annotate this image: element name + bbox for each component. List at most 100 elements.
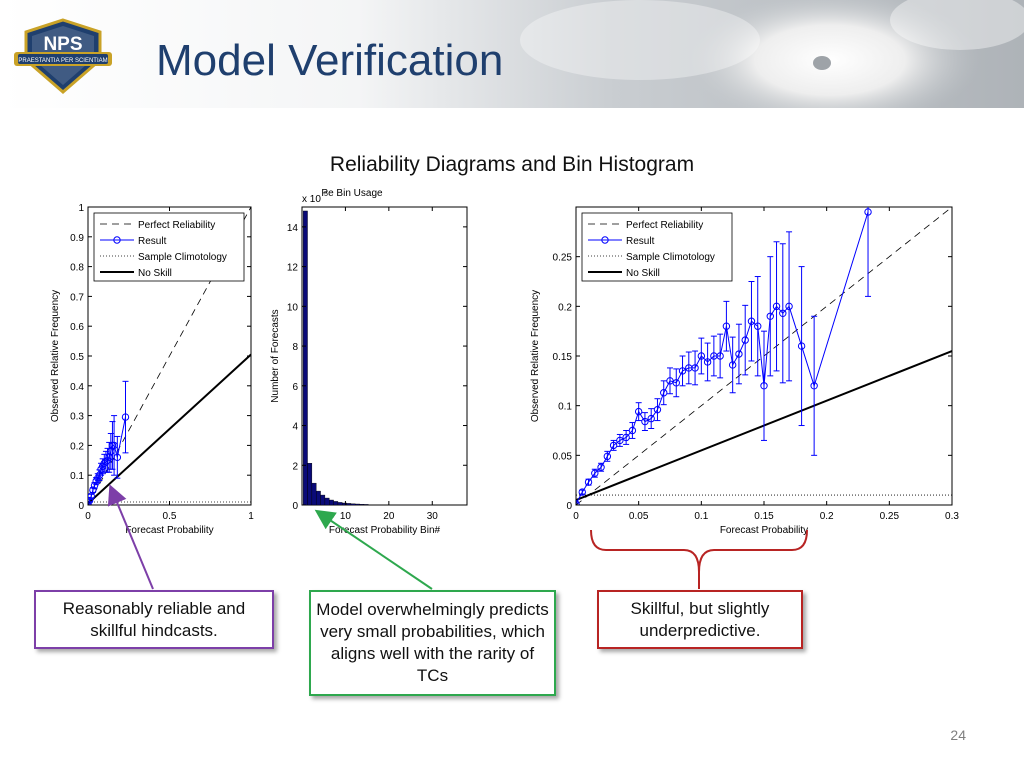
- callout-arrow-left: [107, 484, 154, 590]
- legend-entry: Result: [138, 236, 167, 247]
- y-tick-label: 0.4: [70, 382, 84, 393]
- result-point: [121, 413, 130, 421]
- histogram-bar: [337, 502, 343, 506]
- histogram-bar: [350, 503, 356, 506]
- slide-title: Model Verification: [156, 36, 504, 85]
- x-tick-label: 10: [340, 511, 352, 522]
- y-tick-label: 0.7: [70, 292, 84, 303]
- reliability-diagram-full: 0 0.5 1 0 0.1 0.2 0.3 0.4 0.5 0.6 0.7 0.8 0.9 1 Foreca…: [50, 203, 254, 536]
- result-point: [864, 208, 872, 216]
- plot-frame: [301, 206, 468, 506]
- y-tick-label: 4: [292, 422, 298, 433]
- callout-underpredictive: Skillful, but slightly underpredictive.: [597, 590, 803, 649]
- result-point: [597, 463, 605, 471]
- callout-reliable: Reasonably reliable and skillful hindcas…: [34, 590, 274, 649]
- nps-logo: NPS PRAESTANTIA PER SCIENTIAM: [14, 18, 112, 94]
- slide-subtitle: Reliability Diagrams and Bin Histogram: [329, 153, 695, 176]
- callout-arrow-middle: [314, 509, 433, 590]
- result-point: [779, 309, 787, 317]
- x-tick-label: 0.05: [629, 511, 649, 522]
- x-tick-label: 0.1: [694, 511, 708, 522]
- x-axis-label: Forecast Probability: [720, 525, 808, 536]
- x-tick-label: 0.25: [880, 511, 900, 522]
- histogram-bar: [333, 501, 339, 506]
- y-tick-label: 0: [566, 501, 572, 512]
- y-tick-label: 8: [292, 342, 298, 353]
- result-point: [741, 336, 749, 344]
- scale-exponent: 5: [324, 191, 328, 198]
- histogram-bar: [315, 490, 321, 506]
- result-point: [89, 486, 97, 494]
- legend-entry: Perfect Reliability: [138, 220, 215, 231]
- bin-usage-histogram: 10 20 30 0 2 4 6 8 10 12 14 Forecast Probability Bi…: [270, 188, 468, 536]
- histogram-bar: [363, 504, 369, 506]
- legend-entry: Perfect Reliability: [626, 220, 703, 231]
- reliability-diagram-zoomed: 0 0.05 0.1 0.15 0.2 0.25 0.3 0 0.05 0.1 0.15 0.2 0.2…: [530, 206, 959, 536]
- result-point: [90, 481, 99, 490]
- y-axis-label: Observed Relative Frequency: [530, 290, 541, 422]
- result-point: [722, 322, 731, 330]
- histogram-bar: [355, 503, 360, 506]
- result-point: [691, 364, 699, 372]
- callout-small-probabilities: Model overwhelmingly predicts very small…: [309, 590, 556, 696]
- x-tick-label: 0.2: [820, 511, 834, 522]
- header-banner: NPS PRAESTANTIA PER SCIENTIAM Model Veri…: [0, 0, 1024, 108]
- y-axis-label: Observed Relative Frequency: [50, 290, 61, 422]
- x-tick-label: 0.15: [754, 511, 774, 522]
- histogram-bar: [342, 502, 347, 506]
- legend-entry: Sample Climotology: [138, 252, 227, 263]
- result-point: [591, 469, 599, 477]
- storm-banner-background: [0, 0, 1024, 108]
- y-tick-label: 0.2: [558, 302, 572, 313]
- legend-entry: Sample Climotology: [626, 252, 715, 263]
- result-point: [609, 441, 618, 450]
- result-point: [647, 414, 655, 423]
- histogram-bar: [307, 463, 313, 506]
- legend-entry: No Skill: [138, 268, 172, 279]
- result-point: [616, 436, 624, 445]
- histogram-bar: [346, 503, 352, 506]
- x-tick-label: 20: [383, 511, 395, 522]
- result-point: [603, 452, 612, 461]
- result-point: [703, 358, 712, 366]
- x-tick-label: 0: [573, 511, 579, 522]
- y-tick-label: 0: [292, 501, 298, 512]
- y-tick-label: 0.3: [70, 412, 84, 423]
- svg-text:NPS: NPS: [43, 34, 82, 55]
- y-tick-label: 0.6: [70, 322, 84, 333]
- y-tick-label: 0.05: [553, 451, 573, 462]
- result-point: [584, 478, 593, 486]
- result-point: [110, 441, 118, 450]
- plot-area: [576, 207, 952, 505]
- y-tick-label: 1: [78, 203, 84, 214]
- result-point: [728, 361, 737, 369]
- y-tick-label: 12: [287, 263, 299, 274]
- page-number: 24: [950, 727, 966, 743]
- y-tick-label: 0.5: [70, 352, 84, 363]
- result-point: [634, 407, 643, 416]
- result-point: [628, 426, 637, 435]
- y-tick-label: 0: [78, 501, 84, 512]
- result-point: [810, 382, 818, 390]
- y-tick-label: 14: [287, 223, 299, 234]
- svg-text:PRAESTANTIA PER SCIENTIAM: PRAESTANTIA PER SCIENTIAM: [18, 58, 107, 64]
- x-tick-label: 0.3: [945, 511, 959, 522]
- y-tick-label: 0.8: [70, 263, 84, 274]
- legend: Perfect Reliability Result Sample Climotol…: [581, 212, 733, 282]
- histogram-bar: [320, 494, 326, 506]
- y-tick-label: 6: [292, 382, 298, 393]
- y-tick-label: 0.15: [553, 352, 573, 363]
- y-tick-label: 0.9: [70, 233, 84, 244]
- chart-title: Pe Bin Usage: [321, 188, 383, 199]
- result-point: [760, 382, 768, 390]
- result-point: [113, 453, 122, 462]
- y-tick-label: 0.1: [70, 471, 84, 482]
- histogram-bar: [359, 504, 365, 506]
- legend: Perfect Reliability Result Sample Climotol…: [93, 212, 245, 282]
- result-point: [716, 352, 724, 360]
- legend-marker: [601, 236, 609, 244]
- y-tick-label: 0.25: [553, 253, 573, 264]
- result-point: [785, 302, 793, 311]
- y-tick-label: 10: [287, 302, 299, 313]
- result-point: [641, 417, 649, 426]
